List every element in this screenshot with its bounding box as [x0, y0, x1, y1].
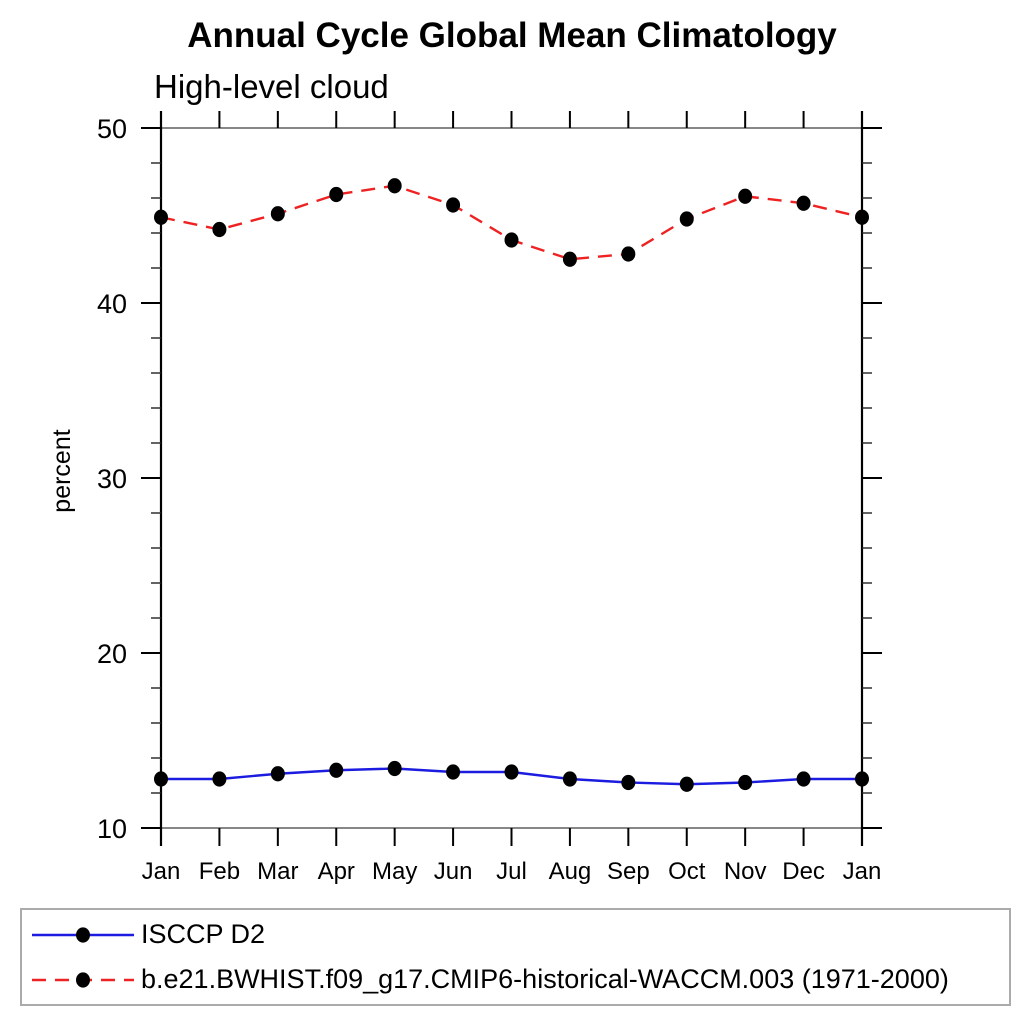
y-tick-label: 30: [97, 464, 127, 494]
data-point: [621, 774, 636, 791]
data-point: [679, 211, 694, 227]
x-tick-label: Oct: [668, 858, 706, 885]
data-point: [270, 206, 285, 222]
data-point: [270, 766, 285, 782]
legend-entry: b.e21.BWHIST.f09_g17.CMIP6-historical-WA…: [27, 959, 1009, 1001]
y-tick-label: 40: [97, 289, 127, 319]
data-point: [679, 776, 694, 792]
y-tick-label: 10: [97, 814, 127, 844]
data-point: [154, 209, 168, 225]
x-tick-label: Apr: [318, 858, 355, 885]
data-point: [855, 209, 869, 225]
y-tick-label: 20: [97, 639, 127, 669]
data-point: [855, 771, 869, 787]
x-tick-label: Nov: [724, 858, 767, 885]
data-point: [212, 771, 227, 787]
data-point: [562, 771, 577, 787]
x-tick-label: May: [372, 858, 417, 885]
legend-label: b.e21.BWHIST.f09_g17.CMIP6-historical-WA…: [141, 964, 949, 994]
data-point: [621, 246, 636, 262]
data-point: [738, 188, 753, 204]
data-point: [387, 178, 402, 194]
legend-line-sample-solid: [32, 926, 134, 943]
data-point: [329, 186, 344, 203]
x-tick-label: Dec: [782, 858, 825, 885]
x-tick-label: Feb: [199, 858, 240, 885]
data-point: [446, 764, 461, 780]
legend-line-sample-dashed: [32, 971, 134, 988]
x-tick-label: Jul: [496, 858, 527, 885]
data-point: [504, 232, 519, 248]
data-point: [446, 197, 461, 213]
data-point: [387, 760, 402, 777]
data-point: [212, 221, 227, 238]
legend-marker-dot-icon: [76, 971, 90, 988]
data-point: [738, 774, 753, 791]
legend-label: ISCCP D2: [141, 919, 266, 949]
chart-subtitle: High-level cloud: [154, 68, 389, 105]
chart-title: Annual Cycle Global Mean Climatology: [187, 16, 837, 55]
x-tick-label: Aug: [549, 858, 592, 885]
x-tick-label: Sep: [607, 858, 650, 885]
series-line-1: [160, 184, 863, 261]
data-point: [329, 762, 344, 778]
data-point: [154, 771, 168, 787]
legend-entry: ISCCP D2: [27, 914, 1009, 956]
data-point: [796, 771, 811, 787]
legend: ISCCP D2 b.e21.BWHIST.f09_g17.CMIP6-hist…: [20, 908, 1011, 1006]
x-tick-label: Mar: [257, 858, 298, 885]
x-tick-label: Jan: [843, 858, 882, 885]
data-point: [504, 764, 519, 780]
data-point: [562, 251, 577, 267]
data-point: [796, 195, 811, 211]
x-tick-label: Jun: [434, 858, 473, 885]
x-tick-label: Jan: [142, 858, 181, 885]
y-tick-label: 50: [97, 114, 127, 144]
legend-marker-dot-icon: [76, 926, 90, 943]
